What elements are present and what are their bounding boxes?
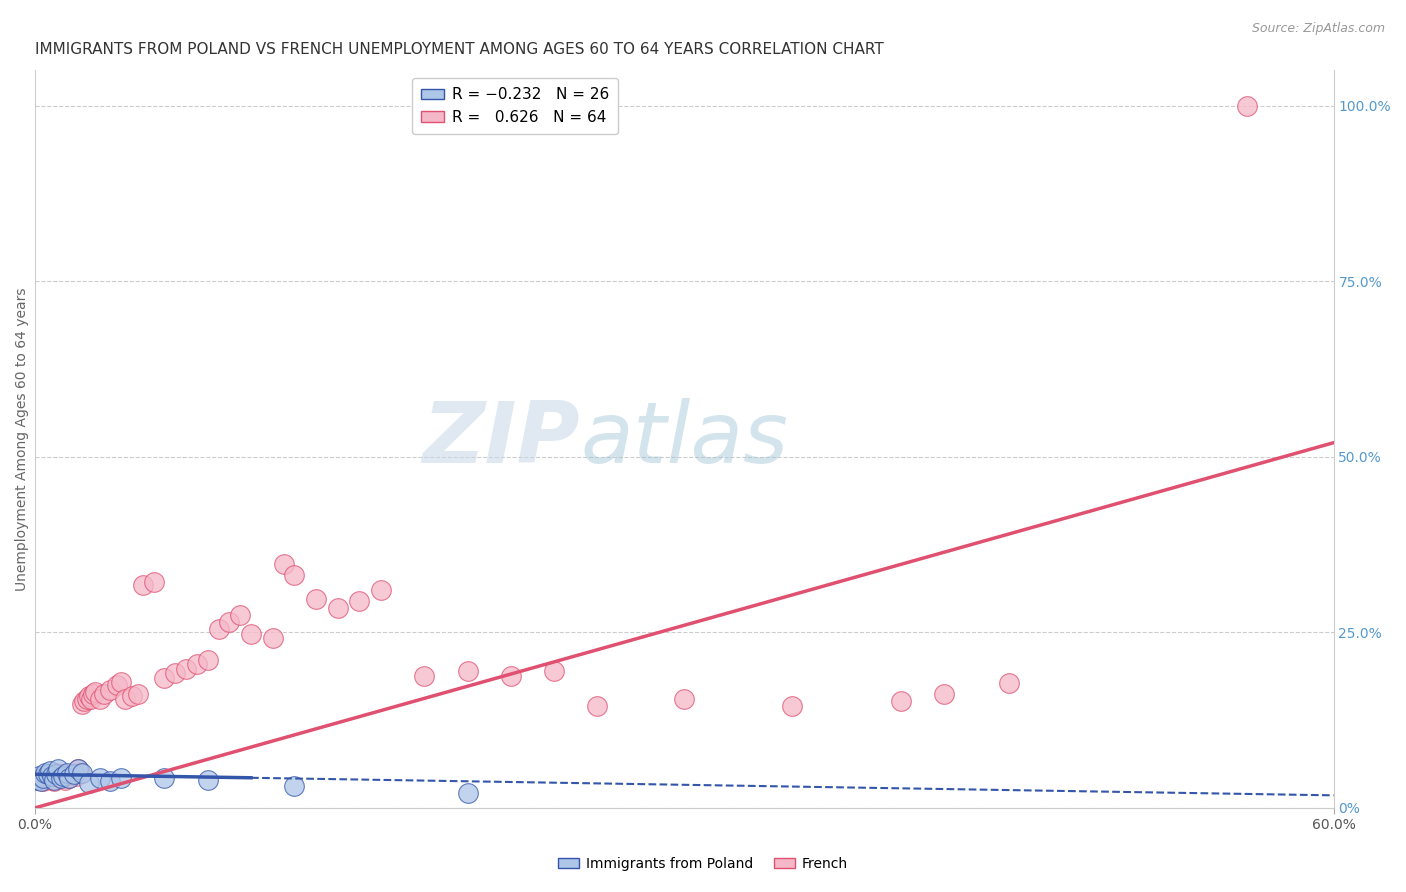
Point (153, 772, 176, 786)
Legend: Immigrants from Poland, French: Immigrants from Poland, French (553, 851, 853, 876)
Point (42, 772, 65, 787)
Point (114, 692, 136, 706)
Point (41, 772, 63, 787)
Point (186, 657, 208, 671)
Point (34, 769, 56, 783)
Point (28, 769, 51, 783)
Point (58, 772, 80, 786)
Point (42, 774, 65, 789)
Point (262, 631, 284, 645)
Point (77, 776, 100, 790)
Text: Source: ZipAtlas.com: Source: ZipAtlas.com (1251, 22, 1385, 36)
Point (32, 772, 55, 786)
Point (62, 767, 84, 781)
Point (58, 772, 80, 786)
Point (30, 772, 52, 786)
Point (70, 697, 93, 711)
Point (84, 685, 107, 699)
Point (65, 769, 87, 783)
Point (66, 762, 89, 776)
Point (37, 772, 59, 786)
Point (49, 772, 72, 786)
Point (48, 769, 70, 783)
Point (132, 577, 155, 591)
Point (586, 699, 609, 714)
Point (56, 765, 79, 780)
Point (165, 666, 187, 681)
Point (76, 692, 98, 706)
Point (38, 764, 60, 779)
Point (34, 765, 56, 780)
Point (197, 772, 219, 787)
Point (413, 669, 436, 683)
Point (38, 767, 60, 781)
Point (326, 600, 349, 615)
Point (70, 765, 93, 780)
Point (25, 772, 48, 787)
Point (207, 622, 229, 636)
Point (932, 687, 955, 701)
Point (142, 574, 165, 589)
Point (283, 779, 305, 793)
Point (543, 664, 565, 678)
Point (370, 583, 392, 598)
Point (105, 678, 128, 692)
Point (37, 767, 59, 781)
Point (229, 607, 252, 622)
Point (110, 772, 132, 786)
Point (60, 767, 83, 781)
Point (82, 687, 104, 701)
Point (121, 689, 143, 703)
Point (89, 692, 111, 706)
Point (305, 591, 328, 606)
Point (673, 692, 696, 706)
Point (457, 785, 479, 799)
Point (110, 674, 132, 689)
Point (80, 692, 103, 706)
Point (41, 769, 63, 783)
Point (889, 694, 911, 708)
Text: IMMIGRANTS FROM POLAND VS FRENCH UNEMPLOYMENT AMONG AGES 60 TO 64 YEARS CORRELAT: IMMIGRANTS FROM POLAND VS FRENCH UNEMPLO… (35, 42, 883, 57)
Point (98, 683, 121, 698)
Point (62, 765, 84, 780)
Point (28, 772, 51, 787)
Point (349, 594, 371, 608)
Point (1236, 98, 1258, 112)
Point (52, 767, 75, 781)
Point (32, 774, 55, 789)
Point (52, 769, 75, 783)
Point (997, 676, 1019, 690)
Point (69, 765, 91, 780)
Point (45, 767, 67, 781)
Point (77, 689, 100, 703)
Point (30, 774, 52, 789)
Point (98, 774, 121, 789)
Point (273, 557, 295, 571)
Point (89, 772, 111, 786)
Point (153, 671, 176, 685)
Point (127, 687, 149, 701)
Point (73, 694, 96, 708)
Point (49, 772, 72, 786)
Y-axis label: Unemployment Among Ages 60 to 64 years: Unemployment Among Ages 60 to 64 years (15, 287, 30, 591)
Point (197, 653, 219, 667)
Point (93, 687, 115, 701)
Point (782, 699, 804, 714)
Legend: R = −0.232   N = 26, R =   0.626   N = 64: R = −0.232 N = 26, R = 0.626 N = 64 (412, 78, 619, 134)
Point (174, 662, 197, 676)
Point (53, 772, 76, 787)
Text: ZIP: ZIP (422, 398, 581, 481)
Point (45, 765, 67, 780)
Point (56, 769, 79, 783)
Point (283, 567, 305, 582)
Point (218, 615, 240, 629)
Point (48, 762, 70, 776)
Point (457, 664, 479, 678)
Text: atlas: atlas (581, 398, 789, 481)
Point (240, 627, 263, 641)
Point (66, 762, 89, 776)
Point (499, 669, 522, 683)
